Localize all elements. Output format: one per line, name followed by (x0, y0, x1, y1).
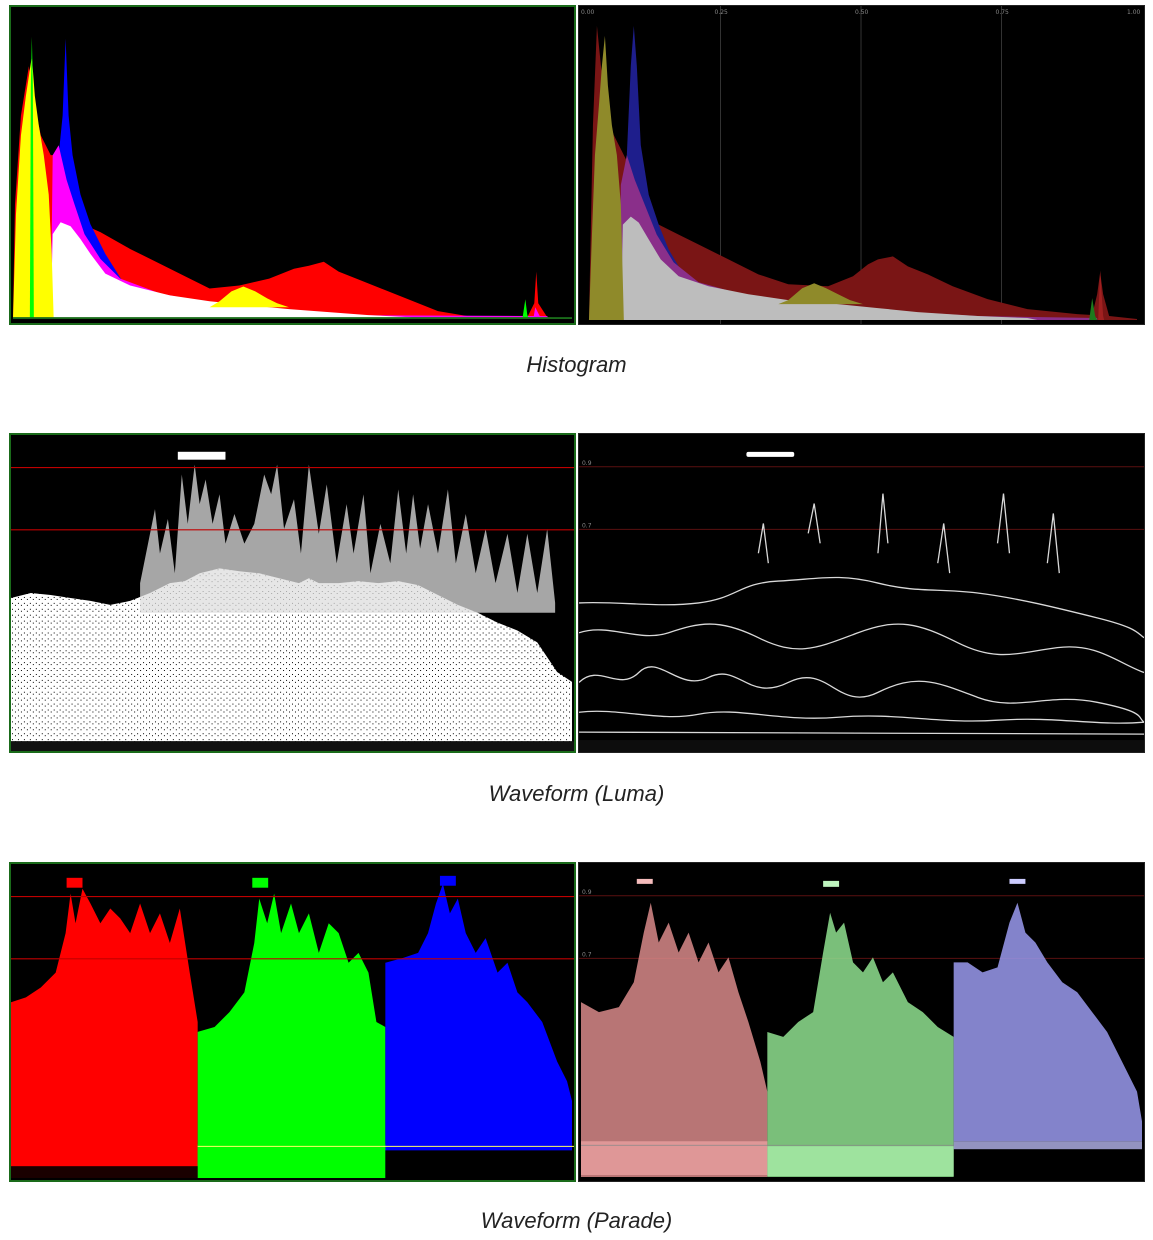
histogram-right-red-spike (1098, 270, 1105, 321)
histogram-right-tick-4: 1.00 (1127, 9, 1141, 16)
histogram-right-panel: 0.00 0.25 0.50 0.75 1.00 (578, 5, 1145, 325)
parade-left-red-channel (11, 888, 198, 1179)
histogram-left-panel (9, 5, 576, 325)
histogram-right-tick-2: 0.50 (855, 9, 869, 16)
luma-left-clip-blob (177, 451, 226, 460)
luma-right-plot: 0.9 0.7 (579, 451, 1144, 752)
parade-left-green-channel (197, 893, 386, 1179)
luma-left-plot (11, 451, 574, 751)
luma-left-waveform-spikes (140, 464, 556, 613)
luma-right-traces (579, 493, 1144, 735)
histogram-left-green-right-spike (522, 299, 530, 320)
parade-left-red-clip (66, 877, 83, 888)
waveform-parade-caption: Waveform (Parade) (480, 1208, 673, 1233)
histogram-right-grey-fill (620, 216, 1038, 321)
parade-right-panel: 0.9 0.7 (578, 862, 1145, 1182)
histogram-right-tick-3: 0.75 (996, 9, 1010, 16)
parade-left-blue-clip (439, 875, 456, 886)
parade-right-blue-channel (953, 902, 1143, 1178)
parade-right-level-1: 0.7 (582, 951, 592, 958)
waveform-luma-caption: Waveform (Luma) (488, 781, 665, 806)
luma-right-clip-blob (746, 451, 795, 457)
parade-right-blue-clip (1009, 878, 1026, 884)
histogram-right-olive-fill (588, 35, 624, 321)
parade-left-panel (9, 862, 576, 1182)
luma-right-level-1: 0.7 (582, 522, 592, 529)
parade-right-level-0: 0.9 (582, 889, 592, 896)
histogram-left-plot (12, 36, 573, 320)
parade-right-red-clip (636, 878, 653, 884)
histogram-caption: Histogram (526, 352, 627, 377)
histogram-left-yellow-bump (209, 286, 290, 308)
histogram-right-plot: 0.00 0.25 0.50 0.75 1.00 (581, 6, 1141, 324)
histogram-left-magenta-right-spike (533, 307, 542, 320)
parade-left-blue-channel (385, 883, 573, 1179)
histogram-left-green-spike (29, 36, 34, 320)
histogram-left-yellow-fill (12, 56, 54, 320)
parade-right-green-clip (823, 880, 840, 887)
histogram-right-green-spike (1089, 298, 1098, 321)
histogram-right-tick-0: 0.00 (581, 9, 595, 16)
histogram-left-white-fill (50, 222, 429, 320)
parade-left-plot (11, 875, 574, 1179)
luma-left-panel (9, 433, 576, 753)
histogram-right-olive-bump (778, 283, 863, 305)
parade-left-green-clip (252, 877, 269, 888)
luma-left-waveform-mass (11, 568, 573, 751)
parade-right-red-channel (580, 902, 768, 1178)
luma-right-level-0: 0.9 (582, 460, 592, 467)
parade-right-green-channel (767, 912, 954, 1178)
parade-right-plot: 0.9 0.7 (579, 878, 1144, 1178)
luma-right-panel: 0.9 0.7 (578, 433, 1145, 753)
histogram-right-tick-1: 0.25 (715, 9, 729, 16)
